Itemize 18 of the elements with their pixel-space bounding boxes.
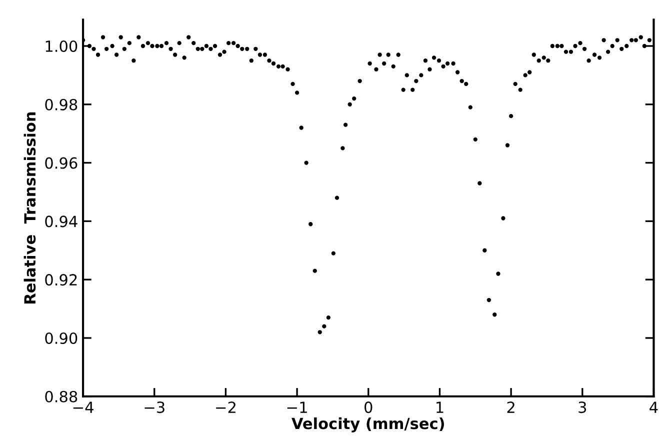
x-tick-label: −1 [287, 402, 307, 413]
x-tick-label: −4 [73, 402, 94, 413]
x-tick-label: 3 [578, 402, 586, 414]
x-tick-label: −3 [144, 402, 164, 414]
x-tick-label: 4 [650, 402, 658, 413]
y-tick-label: 0.96 [45, 157, 78, 169]
x-axis-title: Velocity (mm/sec) [292, 417, 444, 432]
x-tick-label: −2 [216, 402, 236, 413]
y-axis-title: Relative Transmission [24, 112, 36, 304]
x-tick-label: 2 [507, 402, 514, 413]
y-tick-label: 0.98 [45, 98, 78, 110]
y-tick-label: 0.90 [45, 332, 78, 344]
x-tick-label: 0 [364, 402, 372, 414]
y-tick-label: 0.92 [45, 274, 77, 286]
y-tick-label: 0.88 [45, 390, 78, 402]
y-tick-label: 0.94 [45, 216, 78, 228]
x-tick-label: 1 [436, 402, 444, 413]
y-tick-label: 1.00 [46, 40, 78, 52]
